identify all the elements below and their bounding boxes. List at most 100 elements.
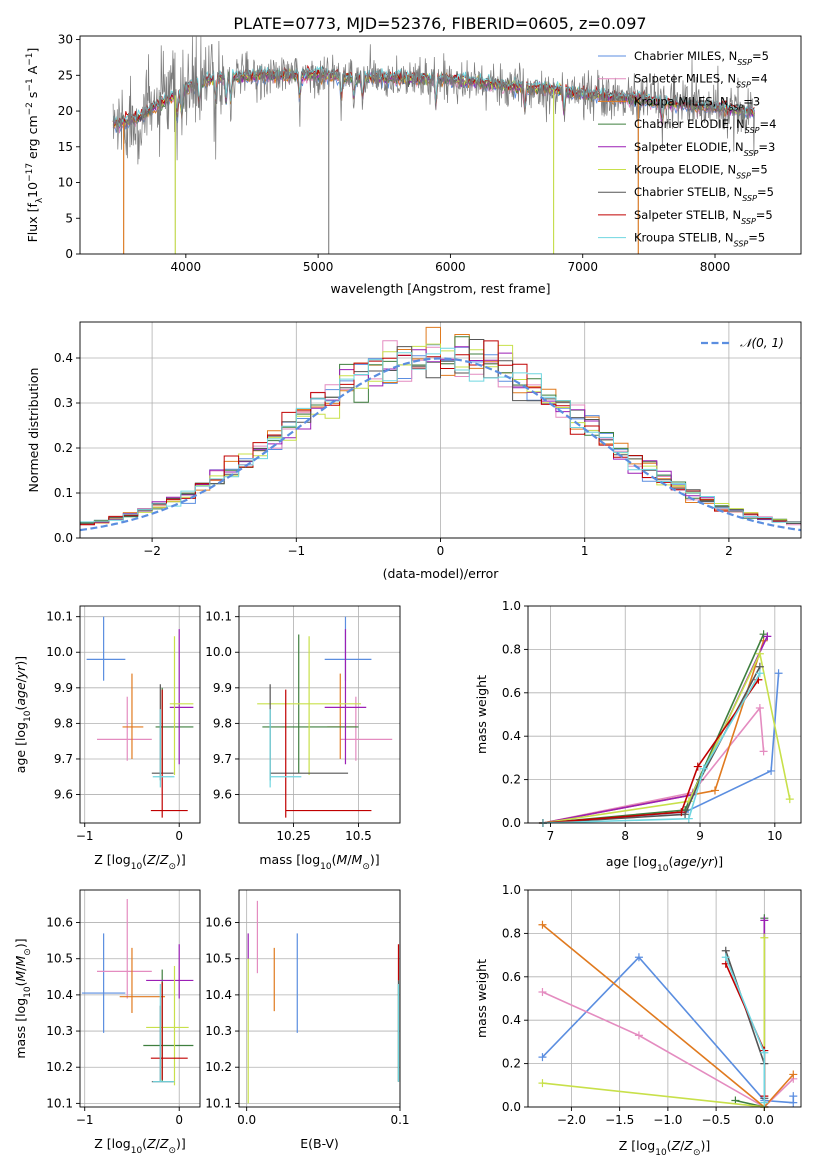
axis-label-part: A — [25, 65, 40, 78]
y-tick-label: 10.2 — [46, 1060, 73, 1074]
x-tick-label: −1.0 — [653, 1113, 682, 1127]
y-tick-label: 10.5 — [205, 952, 232, 966]
series-marker — [755, 669, 764, 678]
series-line — [735, 918, 766, 1108]
errorbar-chabrier-miles — [81, 933, 126, 1033]
x-tick-label: 8000 — [700, 260, 731, 274]
axis-label-part: age — [673, 854, 697, 869]
y-axis-label: age [log10(age/yr)] — [13, 656, 33, 773]
axis-label-part: mass [log — [259, 852, 320, 867]
errorbar-salpeter-stelib — [150, 982, 188, 1080]
legend-label-sub: SSP — [736, 171, 751, 180]
axis-label-part: Z — [159, 1136, 169, 1151]
x-axis-label: wavelength [Angstrom, rest frame] — [330, 281, 550, 296]
series-line — [542, 633, 765, 824]
y-tick-label: 0.0 — [502, 1100, 521, 1114]
errorbar-chabrier-elodie — [143, 969, 194, 1082]
axis-label-part: Z [log — [94, 1136, 130, 1151]
axis-label-part: / — [347, 852, 352, 867]
y-tick-label: 0.6 — [502, 970, 521, 984]
y-tick-label: 1.0 — [502, 599, 521, 613]
axis-label-part: ⊙ — [168, 862, 176, 872]
axis-label-part: Z — [671, 1138, 681, 1153]
y-tick-label: 0.1 — [54, 486, 73, 500]
series-line — [542, 636, 769, 824]
axis-label-part: Z — [146, 852, 156, 867]
y-tick-label: 10.1 — [205, 1096, 232, 1110]
y-tick-label: 0.3 — [54, 396, 73, 410]
errorbar-kroupa-miles — [327, 673, 356, 759]
y-tick-label: 9.7 — [213, 752, 232, 766]
series-chabrier-elodie — [731, 914, 769, 1111]
axes-frame — [238, 605, 401, 824]
axis-label-part: / — [13, 966, 28, 971]
errorbar-kroupa-miles — [119, 947, 166, 1013]
legend: 𝒩(0, 1) — [701, 336, 784, 350]
x-tick-label: 2 — [725, 544, 733, 558]
legend-label-text: Salpeter MILES, N — [634, 72, 736, 86]
axis-label-part: yr — [13, 665, 28, 679]
errorbar-salpeter-miles — [97, 696, 152, 761]
plot-area — [257, 616, 393, 818]
series-line — [542, 991, 794, 1108]
panel-mass_vs_ebv: 0.0 0.1 10.1 10.2 10.3 10.4 10.5 10.6 E(B-V) — [205, 889, 410, 1151]
errorbar-kroupa-elodie — [146, 965, 189, 1086]
y-axis-label: mass weight — [474, 675, 489, 754]
plot-area — [81, 899, 194, 1086]
legend-label-text: Chabrier MILES, N — [634, 49, 737, 63]
axis-label-part: 10 — [131, 1146, 143, 1156]
axis-label-part: 10 — [320, 862, 332, 872]
axis-label-part: s — [25, 92, 40, 103]
y-tick-label: 10.1 — [46, 610, 73, 624]
x-tick-label: −2 — [143, 544, 161, 558]
series-marker — [538, 920, 547, 929]
y-tick-label: 10.4 — [205, 988, 232, 1002]
errorbar-kroupa-stelib — [152, 709, 175, 788]
errorbar-kroupa-stelib — [152, 984, 175, 1083]
axis-label-part: erg cm — [25, 115, 40, 163]
series-kroupa-stelib — [721, 953, 769, 1107]
errorbar-kroupa-miles — [122, 673, 144, 759]
series-marker — [759, 747, 768, 756]
axes-frame — [238, 889, 401, 1108]
series-marker — [755, 649, 764, 658]
x-tick-label: −0.5 — [702, 1113, 731, 1127]
y-tick-label: 0.8 — [502, 926, 521, 940]
legend-label-text: Salpeter ELODIE, N — [634, 140, 744, 154]
series-marker — [789, 1070, 798, 1079]
y-tick-label: 10.0 — [205, 645, 232, 659]
legend-label: Salpeter STELIB, NSSP=5 — [634, 208, 773, 226]
series-marker — [693, 762, 702, 771]
histogram-salpeter-stelib — [80, 340, 801, 526]
x-tick-label: 0 — [175, 1113, 183, 1127]
axis-label-part: 10 — [23, 986, 33, 998]
legend-label-count: =5 — [757, 185, 774, 199]
histogram-kroupa-stelib — [80, 347, 801, 523]
series-marker — [760, 1098, 769, 1107]
series-salpeter-elodie — [538, 632, 772, 827]
x-tick-label: 7 — [547, 829, 555, 843]
x-tick-label: 0.0 — [755, 1113, 774, 1127]
x-tick-label: −1 — [76, 1113, 94, 1127]
legend-label-sub: SSP — [734, 239, 749, 248]
legend-label: Kroupa STELIB, NSSP=5 — [634, 231, 765, 249]
series-kroupa-elodie — [538, 933, 769, 1111]
series-marker — [774, 669, 783, 678]
y-tick-label: 9.8 — [54, 716, 73, 730]
series-marker — [760, 916, 769, 925]
x-tick-label: 0.0 — [237, 1113, 256, 1127]
axis-label-part: 10 — [23, 710, 33, 722]
axis-label-part: M — [337, 852, 348, 867]
errorbar-kroupa-stelib — [269, 709, 302, 788]
axis-label-part: )] — [176, 1136, 186, 1151]
y-tick-label: 0.2 — [54, 441, 73, 455]
legend-label-sub: SSP — [737, 58, 752, 67]
legend-label: Chabrier MILES, NSSP=5 — [634, 49, 769, 67]
x-tick-label: −2.0 — [557, 1113, 586, 1127]
legend-label-sub: SSP — [744, 148, 759, 157]
axis-label-part: / — [13, 677, 28, 682]
axis-label-part: Z [log — [619, 1138, 655, 1153]
series-chabrier-elodie — [538, 630, 768, 827]
